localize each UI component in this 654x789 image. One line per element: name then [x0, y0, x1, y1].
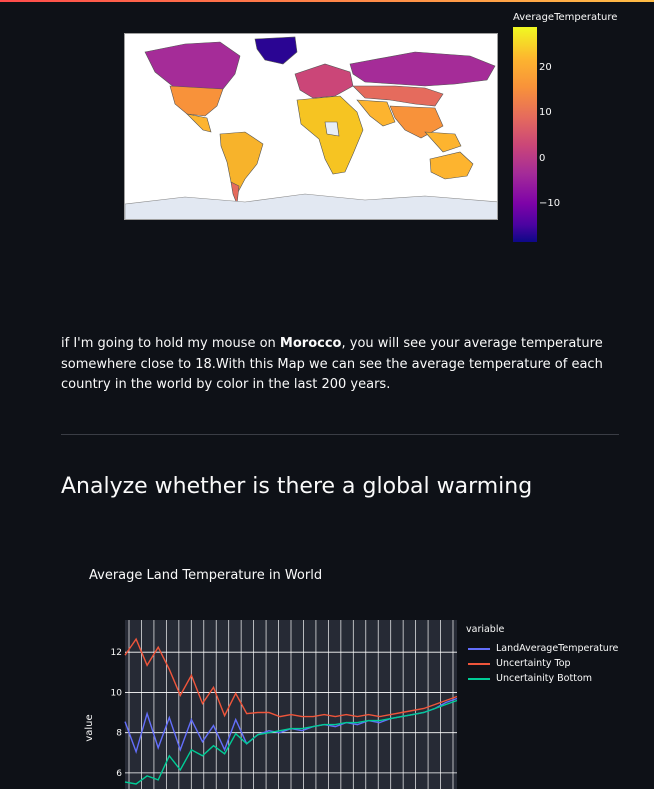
legend-item-land-average[interactable]: LandAverageTemperature — [466, 641, 618, 656]
legend-swatch-green — [468, 677, 490, 680]
world-map-svg[interactable] — [125, 34, 498, 220]
colorbar-tick-0: 0 — [539, 153, 546, 164]
legend-label: Uncertainity Bottom — [496, 673, 593, 684]
no-data-region — [324, 121, 340, 137]
chart-legend[interactable]: variable LandAverageTemperature Uncertai… — [466, 624, 618, 686]
south-asia-region[interactable] — [389, 105, 444, 139]
line-chart[interactable]: 6 8 10 12 value — [80, 610, 460, 789]
series-lines — [124, 637, 458, 785]
y-tick-label: 10 — [111, 688, 123, 698]
colorbar — [513, 27, 537, 242]
central-asia-region[interactable] — [352, 85, 444, 107]
top-accent-bar — [0, 0, 654, 2]
russia-region[interactable] — [349, 51, 496, 87]
colorbar-tick-minus10: −10 — [539, 198, 561, 209]
colorbar-tick-10: 10 — [539, 107, 552, 118]
antarctica-region — [125, 193, 497, 219]
australia-region[interactable] — [429, 151, 474, 180]
legend-item-uncertainty-bottom[interactable]: Uncertainity Bottom — [466, 671, 618, 686]
legend-swatch-blue — [468, 647, 490, 650]
africa-region[interactable] — [296, 95, 364, 175]
southeast-asia-region[interactable] — [424, 131, 462, 153]
para-suffix: , you will see your average temperature … — [61, 336, 603, 392]
para-prefix: if I'm going to hold my mouse on — [61, 336, 280, 351]
chart-title: Average Land Temperature in World — [89, 568, 323, 583]
map-description: if I'm going to hold my mouse on Morocco… — [61, 334, 621, 396]
y-tick-label: 12 — [111, 648, 122, 658]
y-tick-label: 6 — [116, 769, 122, 779]
greenland-region[interactable] — [254, 36, 298, 65]
legend-label: Uncertainty Top — [496, 658, 571, 669]
legend-title: variable — [466, 624, 505, 635]
horizontal-gridlines — [125, 651, 457, 774]
colorbar-tick-20: 20 — [539, 62, 552, 73]
section-heading: Analyze whether is there a global warmin… — [61, 474, 533, 499]
y-axis-label: value — [84, 714, 95, 741]
usa-region[interactable] — [169, 85, 224, 117]
legend-item-uncertainty-top[interactable]: Uncertainty Top — [466, 656, 618, 671]
middle-east-region[interactable] — [356, 99, 396, 127]
europe-region[interactable] — [294, 63, 354, 99]
legend-label: LandAverageTemperature — [496, 643, 619, 654]
colorbar-title: AverageTemperature — [513, 12, 618, 23]
y-axis-ticks: 6 8 10 12 — [111, 648, 123, 779]
legend-swatch-red — [468, 662, 490, 665]
mexico-region[interactable] — [186, 113, 212, 133]
south-america-region[interactable] — [219, 131, 264, 195]
y-tick-label: 8 — [116, 729, 122, 739]
series-line-1[interactable] — [124, 637, 458, 718]
para-bold-country: Morocco — [279, 336, 342, 351]
vertical-gridlines — [128, 620, 454, 789]
series-line-2[interactable] — [124, 699, 458, 785]
choropleth-map[interactable] — [124, 33, 498, 220]
divider — [61, 434, 619, 435]
